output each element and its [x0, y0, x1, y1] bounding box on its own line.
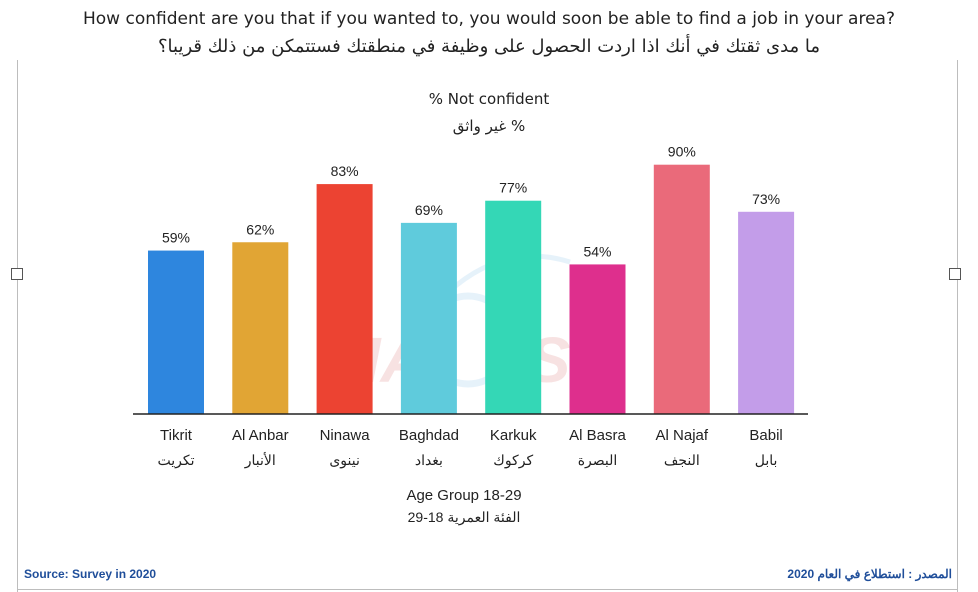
- category-label-arabic-baghdad: بغداد: [415, 452, 443, 468]
- category-label-al-anbar: Al Anbar: [232, 427, 289, 444]
- category-label-al-basra: Al Basra: [569, 427, 626, 444]
- category-label-arabic-ninawa: نينوى: [329, 452, 360, 469]
- x-axis-title: Age Group 18-29: [406, 487, 522, 504]
- resize-handle-right[interactable]: [949, 268, 961, 280]
- category-label-arabic-tikrit: تكريت: [158, 452, 195, 469]
- category-label-babil: Babil: [749, 427, 782, 444]
- value-label-al-najaf: 90%: [668, 144, 696, 160]
- category-label-karkuk: Karkuk: [490, 427, 537, 444]
- x-axis-title-arabic: الفئة العمرية 18-29: [407, 509, 521, 525]
- category-label-ninawa: Ninawa: [320, 427, 371, 444]
- value-label-al-basra: 54%: [583, 243, 611, 259]
- frame-bottom-border: [17, 589, 958, 590]
- value-label-karkuk: 77%: [499, 180, 527, 196]
- frame-left-border: [17, 60, 18, 592]
- value-label-babil: 73%: [752, 191, 780, 207]
- bar-baghdad: [400, 222, 457, 414]
- source-note-arabic: المصدر : استطلاع في العام 2020: [787, 567, 952, 581]
- metric-label-arabic: % غير واثق: [452, 117, 526, 135]
- chart-title-arabic: ما مدى ثقتك في أنك اذا اردت الحصول على و…: [157, 36, 821, 57]
- bar-karkuk: [485, 200, 542, 414]
- value-label-ninawa: 83%: [331, 163, 359, 179]
- bar-ninawa: [316, 184, 373, 414]
- category-label-arabic-al-najaf: النجف: [664, 452, 700, 468]
- value-label-tikrit: 59%: [162, 230, 190, 246]
- value-label-al-anbar: 62%: [246, 221, 274, 237]
- bar-al-najaf: [653, 164, 710, 414]
- metric-label: % Not confident: [428, 90, 550, 108]
- resize-handle-left[interactable]: [11, 268, 23, 280]
- source-note: Source: Survey in 2020: [24, 567, 157, 581]
- category-label-arabic-al-anbar: الأنبار: [244, 451, 276, 469]
- category-label-tikrit: Tikrit: [160, 427, 193, 444]
- category-label-arabic-babil: بابل: [755, 452, 778, 468]
- frame-right-border: [957, 60, 958, 592]
- category-label-arabic-karkuk: كركوك: [493, 452, 533, 469]
- value-label-baghdad: 69%: [415, 202, 443, 218]
- bar-al-basra: [569, 264, 626, 414]
- chart-title: How confident are you that if you wanted…: [83, 9, 895, 29]
- category-label-baghdad: Baghdad: [399, 427, 459, 444]
- category-label-al-najaf: Al Najaf: [656, 427, 709, 444]
- bar-al-anbar: [232, 242, 289, 414]
- category-label-arabic-al-basra: البصرة: [578, 452, 618, 469]
- bar-babil: [738, 211, 795, 414]
- bar-tikrit: [148, 250, 204, 414]
